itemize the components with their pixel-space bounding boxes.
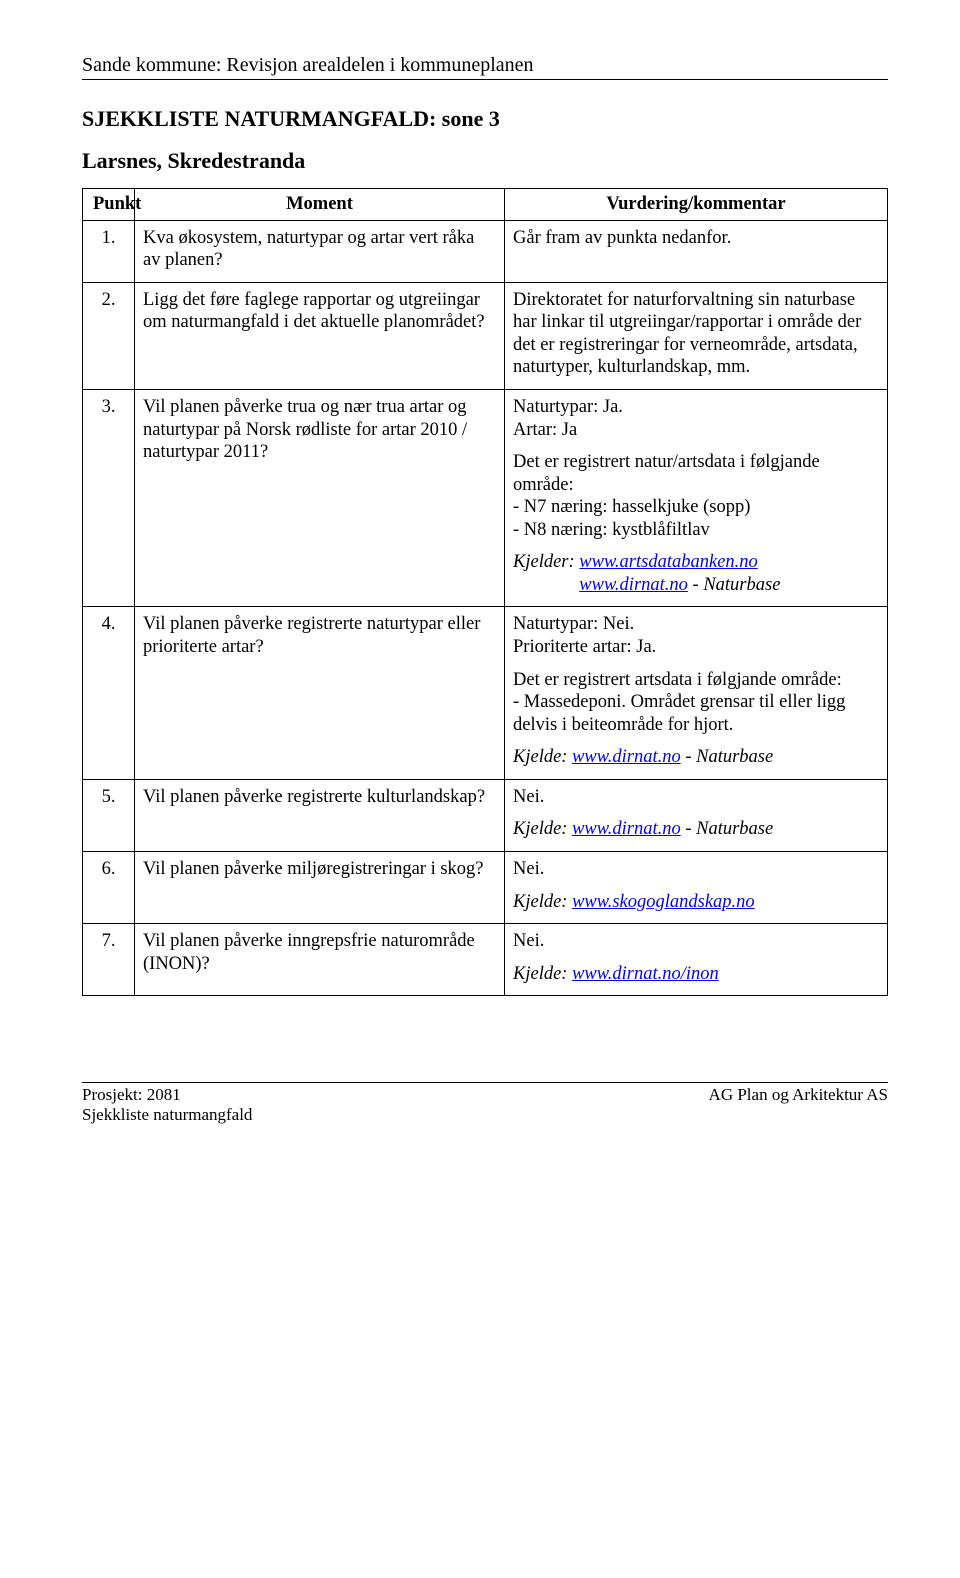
source-link[interactable]: www.dirnat.no [579,575,688,595]
source-link[interactable]: www.dirnat.no/inon [572,964,719,984]
row-moment: Vil planen påverke registrerte naturtypa… [135,607,505,779]
row-vurdering: Nei. Kjelde: www.skogoglandskap.no [505,851,888,923]
row-vurdering: Nei. Kjelde: www.dirnat.no - Naturbase [505,779,888,851]
table-row: 3. Vil planen påverke trua og nær trua a… [83,389,888,607]
row-moment: Vil planen påverke registrerte kulturlan… [135,779,505,851]
table-row: 4. Vil planen påverke registrerte naturt… [83,607,888,779]
text: - Naturbase [681,747,774,767]
text: Naturtypar: Ja. [513,397,623,417]
col-header-vurdering: Vurdering/kommentar [505,189,888,221]
row-num: 6. [83,851,135,923]
row-num: 4. [83,607,135,779]
text: Artar: Ja [513,420,577,440]
table-row: 6. Vil planen påverke miljøregistreringa… [83,851,888,923]
row-num: 2. [83,282,135,389]
footer-right: AG Plan og Arkitektur AS [709,1085,888,1125]
footer-left: Prosjekt: 2081 Sjekkliste naturmangfald [82,1085,252,1125]
text: Nei. [513,786,879,809]
table-row: 2. Ligg det føre faglege rapportar og ut… [83,282,888,389]
row-vurdering: Naturtypar: Nei. Prioriterte artar: Ja. … [505,607,888,779]
footer-rule [82,1082,888,1083]
table-row: 1. Kva økosystem, naturtypar og artar ve… [83,220,888,282]
page-footer: Prosjekt: 2081 Sjekkliste naturmangfald … [82,1082,888,1125]
row-vurdering: Nei. Kjelde: www.dirnat.no/inon [505,924,888,996]
row-num: 3. [83,389,135,607]
text: Det er registrert natur/artsdata i følgj… [513,452,820,495]
row-moment: Vil planen påverke miljøregistreringar i… [135,851,505,923]
text: Naturtypar: Nei. [513,614,634,634]
document-page: Sande kommune: Revisjon arealdelen i kom… [0,0,960,1165]
text: Nei. [513,858,879,881]
source-link[interactable]: www.dirnat.no [572,747,681,767]
row-moment: Vil planen påverke trua og nær trua arta… [135,389,505,607]
text: - N7 næring: hasselkjuke (sopp) [513,497,750,517]
source-link[interactable]: www.artsdatabanken.no [579,552,758,572]
row-vurdering: Naturtypar: Ja. Artar: Ja Det er registr… [505,389,888,607]
page-header: Sande kommune: Revisjon arealdelen i kom… [82,54,888,77]
source-link[interactable]: www.skogoglandskap.no [572,892,755,912]
row-vurdering: Direktoratet for naturforvaltning sin na… [505,282,888,389]
kjelde-label: Kjelde: [513,964,572,984]
document-title: SJEKKLISTE NATURMANGFALD: sone 3 [82,106,888,132]
row-moment: Ligg det føre faglege rapportar og utgre… [135,282,505,389]
text: Nei. [513,930,879,953]
header-rule [82,79,888,80]
table-row: 5. Vil planen påverke registrerte kultur… [83,779,888,851]
checklist-table: Punkt Moment Vurdering/kommentar 1. Kva … [82,188,888,996]
footer-project: Prosjekt: 2081 [82,1085,181,1104]
row-num: 7. [83,924,135,996]
text: Prioriterte artar: Ja. [513,637,656,657]
text: Det er registrert artsdata i følgjande o… [513,670,842,690]
col-header-moment: Moment [135,189,505,221]
kjelder-label: Kjelder: [513,552,579,572]
text: - Naturbase [688,575,781,595]
kjelde-label: Kjelde: [513,819,572,839]
row-moment: Vil planen påverke inngrepsfrie naturomr… [135,924,505,996]
row-num: 1. [83,220,135,282]
document-subtitle: Larsnes, Skredestranda [82,148,888,174]
row-vurdering: Går fram av punkta nedanfor. [505,220,888,282]
kjelde-label: Kjelde: [513,747,572,767]
source-link[interactable]: www.dirnat.no [572,819,681,839]
text: - Naturbase [681,819,774,839]
table-row: 7. Vil planen påverke inngrepsfrie natur… [83,924,888,996]
row-num: 5. [83,779,135,851]
footer-subtitle: Sjekkliste naturmangfald [82,1105,252,1124]
text: - N8 næring: kystblåfiltlav [513,520,710,540]
text: - Massedeponi. Området grensar til eller… [513,692,845,735]
col-header-punkt: Punkt [83,189,135,221]
kjelde-label: Kjelde: [513,892,572,912]
row-moment: Kva økosystem, naturtypar og artar vert … [135,220,505,282]
table-header-row: Punkt Moment Vurdering/kommentar [83,189,888,221]
